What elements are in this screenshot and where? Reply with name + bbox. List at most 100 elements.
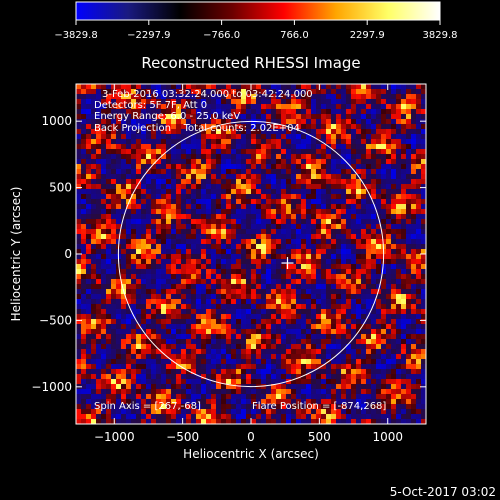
heatmap-cell [276,139,281,144]
heatmap-cell [296,284,301,289]
heatmap-cell [171,409,176,414]
heatmap-cell [176,164,181,169]
heatmap-cell [106,379,111,384]
chart-title: Reconstructed RHESSI Image [141,54,360,72]
heatmap-cell [91,119,96,124]
heatmap-cell [276,314,281,319]
heatmap-cell [91,419,96,424]
heatmap-cell [311,109,316,114]
heatmap-cell [406,369,411,374]
heatmap-cell [166,189,171,194]
heatmap-cell [306,414,311,419]
heatmap-cell [226,129,231,134]
heatmap-cell [281,249,286,254]
heatmap-cell [346,269,351,274]
heatmap-cell [311,304,316,309]
heatmap-cell [216,369,221,374]
heatmap-cell [391,99,396,104]
heatmap-cell [141,344,146,349]
heatmap-cell [296,214,301,219]
heatmap-cell [266,304,271,309]
heatmap-cell [106,389,111,394]
heatmap-cell [106,119,111,124]
heatmap-cell [136,134,141,139]
heatmap-cell [266,114,271,119]
heatmap-cell [351,94,356,99]
heatmap-cell [86,199,91,204]
heatmap-cell [161,409,166,414]
heatmap-cell [206,174,211,179]
heatmap-cell [126,114,131,119]
heatmap-cell [176,94,181,99]
heatmap-cell [106,309,111,314]
heatmap-cell [151,354,156,359]
heatmap-cell [101,239,106,244]
heatmap-cell [376,329,381,334]
heatmap-cell [286,294,291,299]
heatmap-cell [306,129,311,134]
heatmap-cell [296,404,301,409]
heatmap-cell [126,104,131,109]
heatmap-cell [271,279,276,284]
heatmap-cell [166,104,171,109]
heatmap-cell [111,214,116,219]
heatmap-cell [241,374,246,379]
heatmap-cell [116,364,121,369]
heatmap-cell [351,374,356,379]
heatmap-cell [86,124,91,129]
heatmap-cell [411,274,416,279]
heatmap-cell [106,254,111,259]
heatmap-cell [236,299,241,304]
heatmap-cell [256,334,261,339]
heatmap-cell [156,189,161,194]
heatmap-cell [341,354,346,359]
heatmap-cell [306,194,311,199]
heatmap-cell [346,409,351,414]
heatmap-cell [96,389,101,394]
heatmap-cell [411,419,416,424]
heatmap-cell [76,129,81,134]
heatmap-cell [351,384,356,389]
heatmap-cell [266,284,271,289]
heatmap-cell [401,244,406,249]
heatmap-cell [261,274,266,279]
heatmap-cell [316,179,321,184]
heatmap-cell [81,194,86,199]
heatmap-cell [116,184,121,189]
heatmap-cell [86,189,91,194]
heatmap-cell [76,199,81,204]
heatmap-cell [266,409,271,414]
heatmap-cell [206,129,211,134]
heatmap-cell [331,239,336,244]
heatmap-cell [81,279,86,284]
heatmap-cell [401,399,406,404]
heatmap-cell [351,99,356,104]
heatmap-cell [111,179,116,184]
heatmap-cell [196,369,201,374]
heatmap-cell [96,104,101,109]
heatmap-cell [96,209,101,214]
heatmap-cell [361,224,366,229]
heatmap-cell [151,94,156,99]
heatmap-cell [181,399,186,404]
heatmap-cell [401,174,406,179]
heatmap-cell [181,269,186,274]
heatmap-cell [401,414,406,419]
heatmap-cell [356,164,361,169]
heatmap-cell [181,84,186,89]
heatmap-cell [121,254,126,259]
heatmap-cell [156,354,161,359]
heatmap-cell [336,99,341,104]
heatmap-cell [321,364,326,369]
heatmap-cell [81,139,86,144]
heatmap-cell [396,89,401,94]
heatmap-cell [276,134,281,139]
heatmap-cell [186,179,191,184]
heatmap-cell [136,289,141,294]
heatmap-cell [276,149,281,154]
heatmap-cell [156,324,161,329]
heatmap-cell [161,144,166,149]
heatmap-cell [261,129,266,134]
heatmap-cell [296,159,301,164]
heatmap-cell [186,159,191,164]
